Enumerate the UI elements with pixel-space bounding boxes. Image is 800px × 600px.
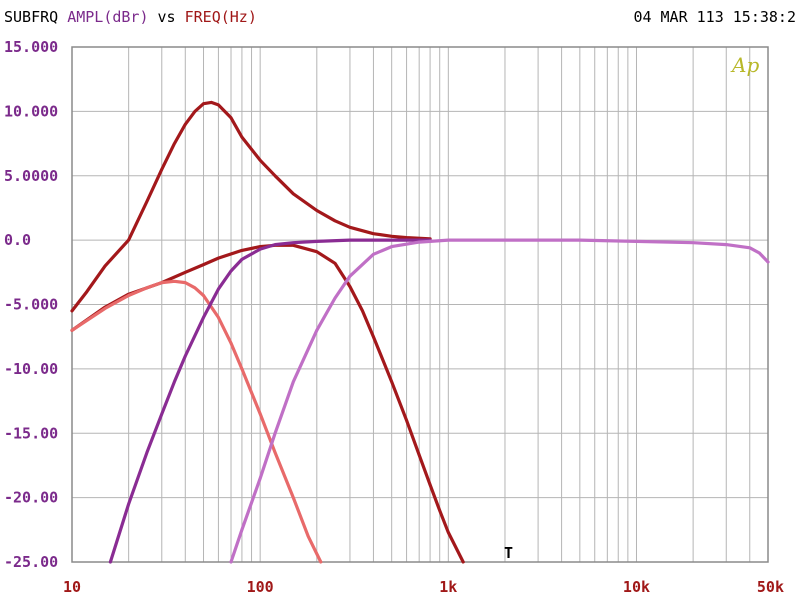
series-layer (70, 100, 770, 564)
y-tick-label: 5.0000 (4, 167, 58, 185)
y-tick-label: -10.00 (4, 360, 58, 378)
series-line-1 (70, 100, 432, 313)
x-tick-label: 50k (757, 578, 784, 596)
plot-frame (71, 46, 769, 563)
y-tick-label: 15.000 (4, 38, 58, 56)
series-line-2 (70, 243, 465, 564)
y-tick-label: -25.00 (4, 553, 58, 571)
ap-logo: Ap (730, 53, 759, 77)
series-line-5 (229, 238, 770, 564)
x-tick-label: 10k (623, 578, 650, 596)
y-tick-label: -5.000 (4, 296, 58, 314)
cursor-marker: T (504, 544, 513, 562)
grid (71, 46, 769, 563)
header-timestamp: 04 MAR 113 15:38:2 (633, 8, 796, 26)
series-line-3 (70, 279, 323, 564)
header-y-label: AMPL(dBr) (67, 8, 149, 26)
x-tick-label: 10 (63, 578, 81, 596)
x-tick-label: 100 (247, 578, 274, 596)
header-left: SUBFRQ AMPL(dBr) vs FREQ(Hz) (4, 8, 257, 26)
tick-labels: 15.000 10.000 5.0000 0.0 -5.000 -10.00 -15.00 -… (4, 38, 784, 596)
series-line-4 (108, 238, 432, 564)
chart-header: SUBFRQ AMPL(dBr) vs FREQ(Hz) 04 MAR 113 … (4, 8, 796, 30)
analyzer-title: SUBFRQ (4, 8, 59, 26)
header-x-label: FREQ(Hz) (184, 8, 257, 26)
header-vs: vs (157, 8, 176, 26)
y-tick-label: -20.00 (4, 489, 58, 507)
y-tick-label: -15.00 (4, 424, 58, 442)
x-tick-label: 1k (439, 578, 457, 596)
y-tick-label: 10.000 (4, 102, 58, 120)
y-tick-label: 0.0 (4, 231, 31, 249)
